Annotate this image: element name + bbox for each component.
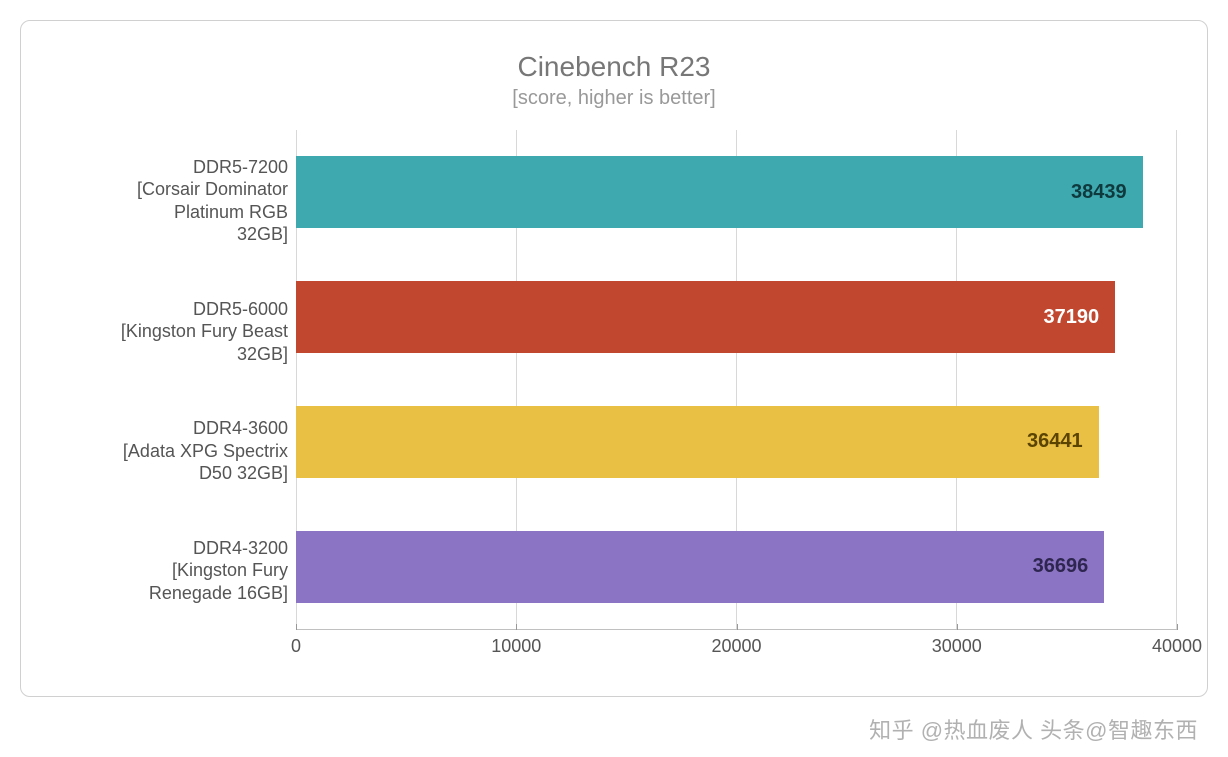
x-tick-0: 0: [291, 636, 301, 657]
bar-row-0: 38439: [296, 156, 1177, 228]
bar-3: 36696: [296, 531, 1104, 603]
watermark-text: 知乎 @热血废人 头条@智趣东西: [869, 713, 1198, 745]
bar-row-1: 37190: [296, 281, 1177, 353]
plot-area: DDR5-7200 [Corsair Dominator Platinum RG…: [51, 130, 1177, 630]
bar-value-3: 36696: [1033, 555, 1089, 578]
bar-row-2: 36441: [296, 406, 1177, 478]
chart-title: Cinebench R23: [51, 51, 1177, 83]
y-label-2: DDR4-3600 [Adata XPG Spectrix D50 32GB]: [51, 417, 288, 485]
bars: 38439 37190 36441 36696: [296, 130, 1177, 629]
bar-0: 38439: [296, 156, 1143, 228]
y-label-1: DDR5-6000 [Kingston Fury Beast 32GB]: [51, 298, 288, 366]
bar-row-3: 36696: [296, 531, 1177, 603]
bar-value-1: 37190: [1043, 306, 1099, 329]
x-axis: 0 10000 20000 30000 40000: [51, 636, 1177, 666]
x-tick-2: 20000: [711, 636, 761, 657]
chart-subtitle: [score, higher is better]: [51, 87, 1177, 110]
y-axis-labels: DDR5-7200 [Corsair Dominator Platinum RG…: [51, 130, 296, 630]
bars-region: 38439 37190 36441 36696: [296, 130, 1177, 630]
x-tick-labels: 0 10000 20000 30000 40000: [296, 636, 1177, 666]
bar-2: 36441: [296, 406, 1099, 478]
y-label-3: DDR4-3200 [Kingston Fury Renegade 16GB]: [51, 537, 288, 605]
bar-value-2: 36441: [1027, 430, 1083, 453]
chart-card: Cinebench R23 [score, higher is better] …: [20, 20, 1208, 697]
bar-value-0: 38439: [1071, 181, 1127, 204]
x-tick-1: 10000: [491, 636, 541, 657]
bar-1: 37190: [296, 281, 1115, 353]
y-label-0: DDR5-7200 [Corsair Dominator Platinum RG…: [51, 156, 288, 246]
x-tick-3: 30000: [932, 636, 982, 657]
x-tick-4: 40000: [1152, 636, 1202, 657]
